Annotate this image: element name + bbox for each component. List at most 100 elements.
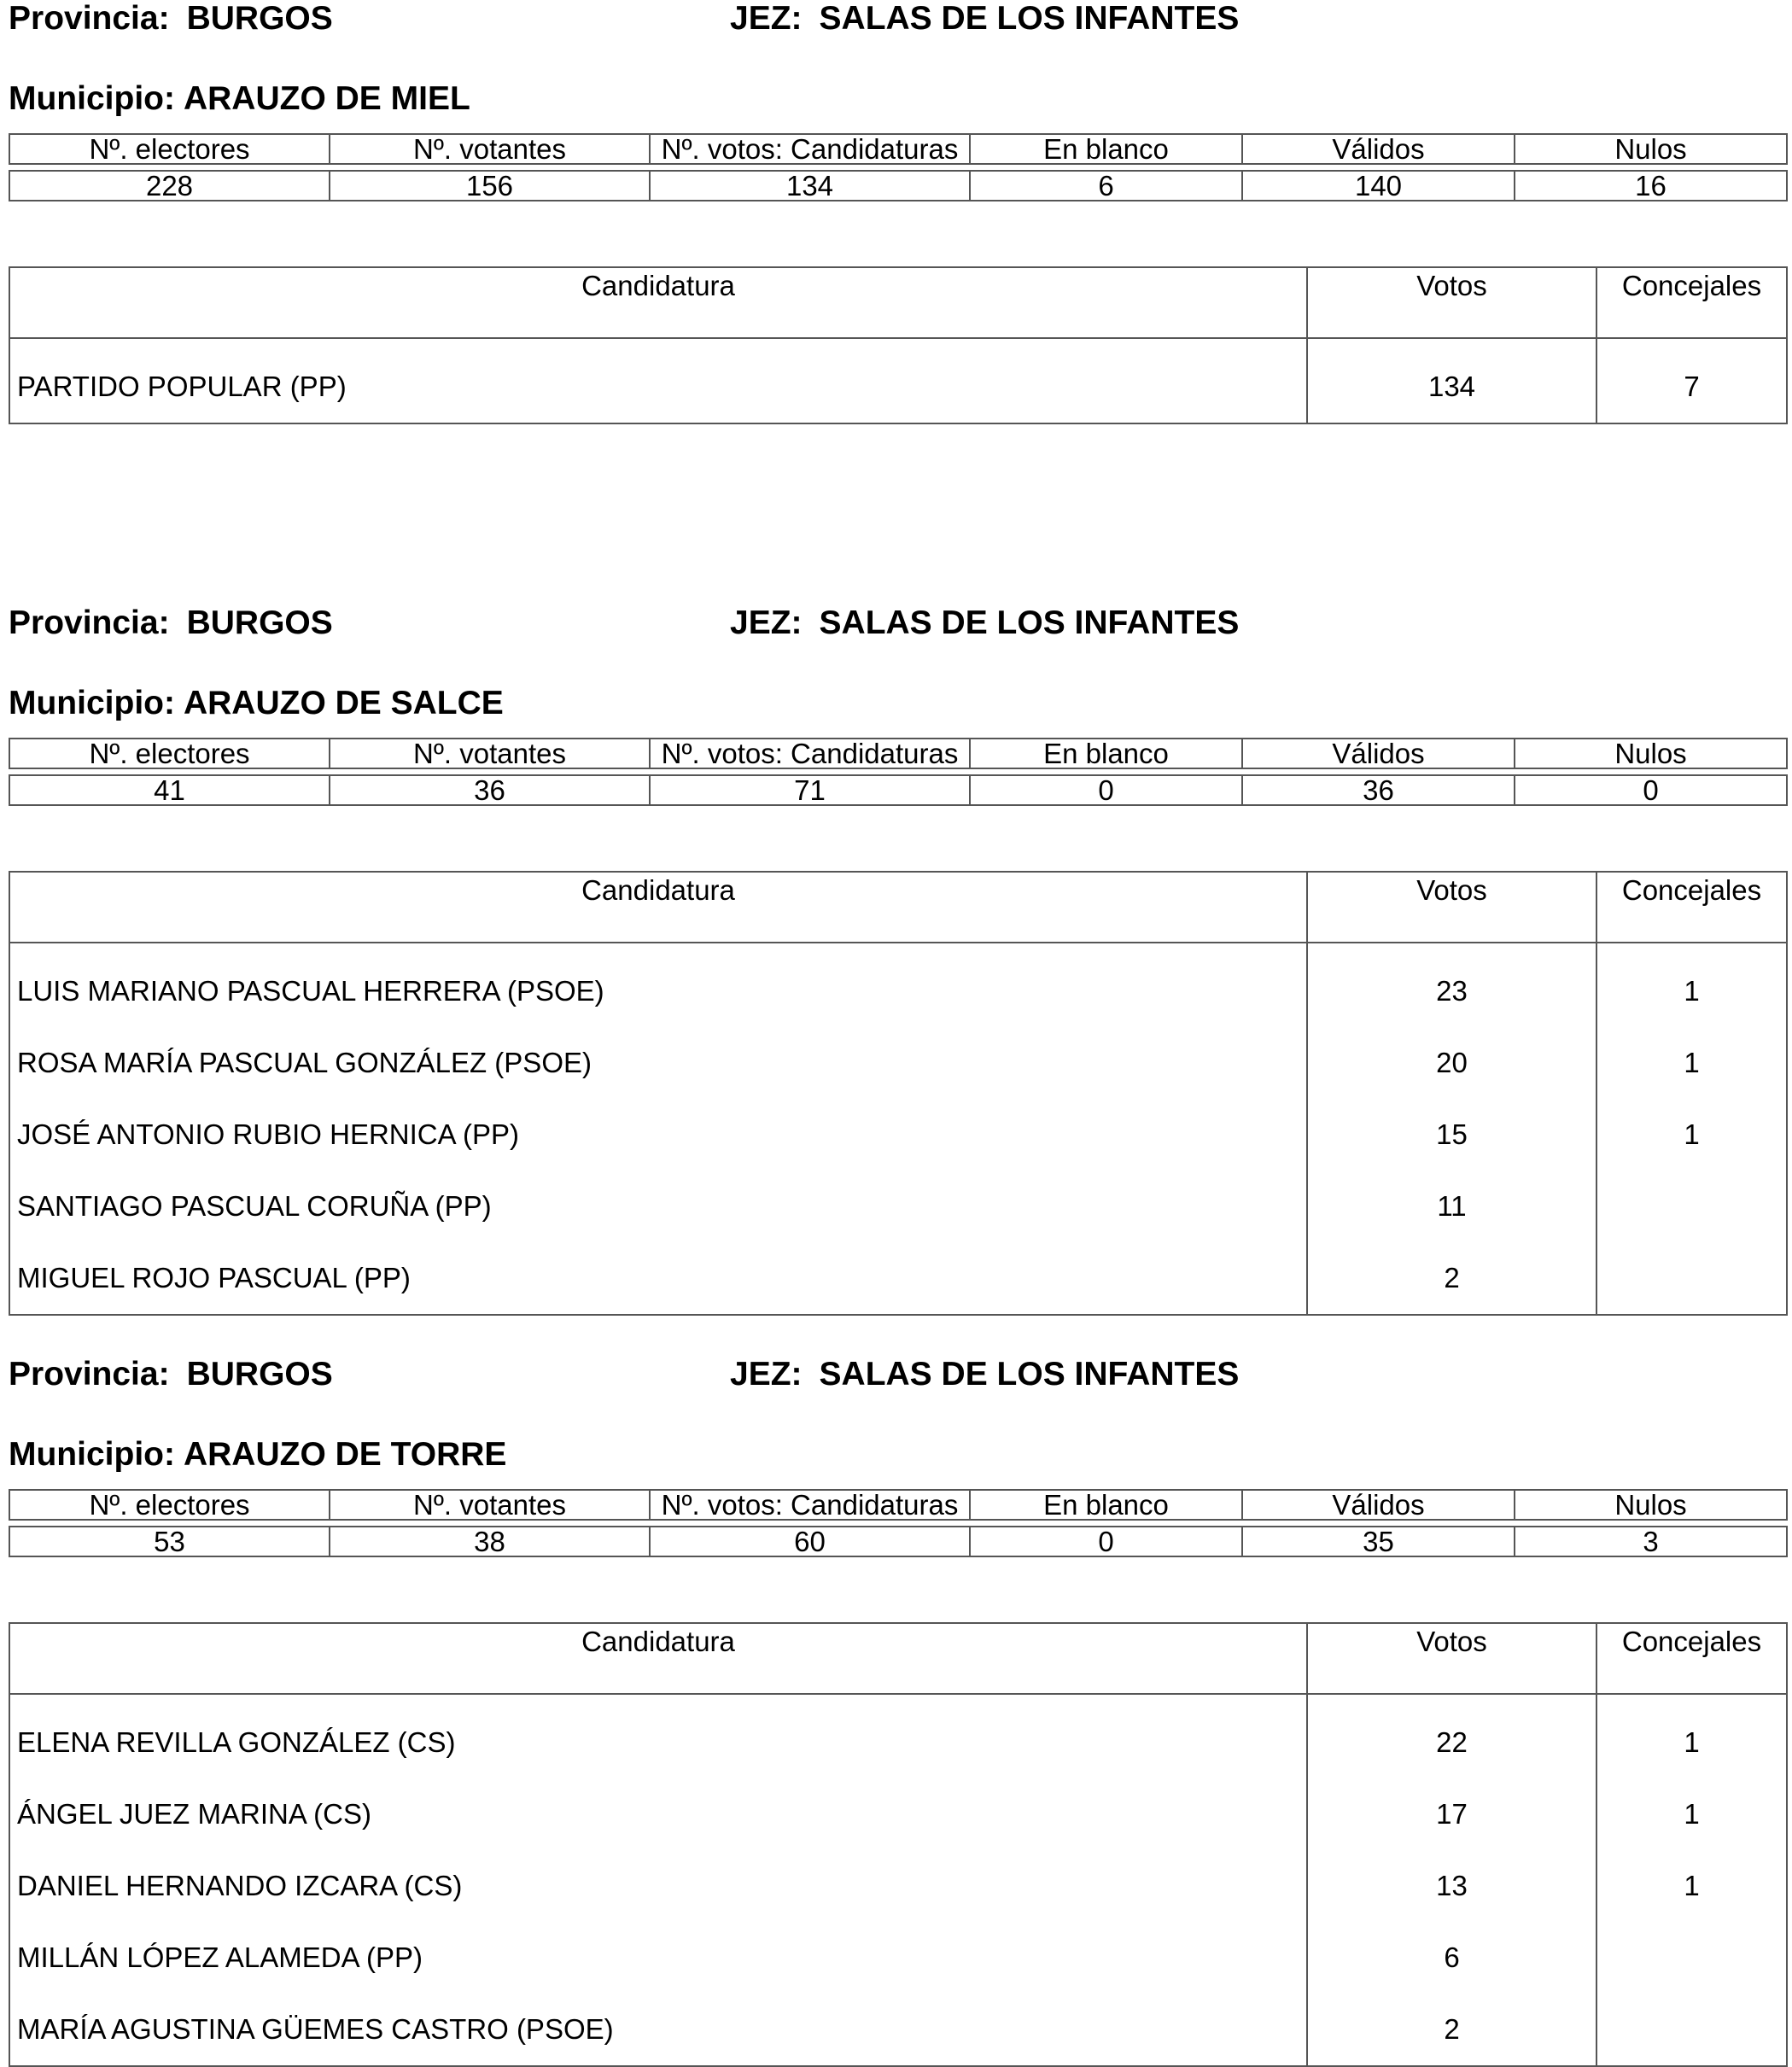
candidate-concejales: 1 [1596, 1027, 1788, 1099]
municipio-value: ARAUZO DE TORRE [183, 1436, 507, 1473]
jez-label: JEZ: [730, 0, 803, 37]
candidate-concejales [1596, 1922, 1788, 1994]
candidate-name: ÁNGEL JUEZ MARINA (CS) [9, 1778, 1308, 1850]
candidate-name: ROSA MARÍA PASCUAL GONZÁLEZ (PSOE) [9, 1027, 1308, 1099]
stats-value-cell: 156 [329, 170, 651, 201]
provincia-value: BURGOS [186, 0, 333, 37]
candidate-concejales: 1 [1596, 1694, 1788, 1778]
candidatura-header: Candidatura [9, 266, 1308, 339]
candidate-concejales: 1 [1596, 1850, 1788, 1922]
candidate-row: MILLÁN LÓPEZ ALAMEDA (PP) 6 [9, 1922, 1788, 1994]
stats-header-cell: Válidos [1241, 738, 1515, 769]
candidate-row: LUIS MARIANO PASCUAL HERRERA (PSOE) 23 1 [9, 943, 1788, 1027]
jez-value: SALAS DE LOS INFANTES [819, 1356, 1240, 1393]
candidatura-table: Candidatura Votos Concejales ELENA REVIL… [9, 1622, 1788, 2067]
candidatura-table: Candidatura Votos Concejales PARTIDO POP… [9, 266, 1788, 424]
municipio-label: Municipio: [9, 685, 175, 721]
candidate-name: PARTIDO POPULAR (PP) [9, 338, 1308, 424]
candidate-row: MIGUEL ROJO PASCUAL (PP) 2 [9, 1242, 1788, 1316]
stats-header-cell: Nº. electores [9, 133, 330, 165]
provincia-value: BURGOS [186, 1356, 333, 1393]
municipio-header: Municipio: ARAUZO DE SALCE [9, 685, 504, 722]
candidate-name: DANIEL HERNANDO IZCARA (CS) [9, 1850, 1308, 1922]
votos-header: Votos [1306, 871, 1597, 943]
stats-value-cell: 228 [9, 170, 330, 201]
candidatura-header-row: Candidatura Votos Concejales [9, 266, 1788, 339]
provincia-label: Provincia: [9, 1356, 170, 1393]
candidate-votos: 11 [1306, 1171, 1597, 1242]
stats-header-cell: En blanco [969, 133, 1243, 165]
concejales-header: Concejales [1596, 1622, 1788, 1695]
candidate-row: PARTIDO POPULAR (PP) 134 7 [9, 338, 1788, 424]
jez-value: SALAS DE LOS INFANTES [819, 0, 1240, 37]
candidate-votos: 20 [1306, 1027, 1597, 1099]
stats-header-cell: Nº. votantes [329, 133, 651, 165]
stats-header-cell: Nulos [1514, 133, 1788, 165]
stats-header-cell: En blanco [969, 738, 1243, 769]
stats-header-cell: En blanco [969, 1489, 1243, 1521]
stats-header-row: Nº. electores Nº. votantes Nº. votos: Ca… [9, 133, 1788, 165]
jez-header: JEZ: SALAS DE LOS INFANTES [730, 0, 1239, 38]
jez-label: JEZ: [730, 1356, 803, 1393]
stats-header-row: Nº. electores Nº. votantes Nº. votos: Ca… [9, 738, 1788, 769]
stats-header-cell: Nº. votos: Candidaturas [649, 1489, 971, 1521]
votos-header: Votos [1306, 1622, 1597, 1695]
candidate-votos: 13 [1306, 1850, 1597, 1922]
stats-header-cell: Nulos [1514, 1489, 1788, 1521]
candidatura-header: Candidatura [9, 871, 1308, 943]
municipio-header: Municipio: ARAUZO DE TORRE [9, 1436, 506, 1474]
stats-value-cell: 53 [9, 1526, 330, 1557]
stats-value-cell: 41 [9, 774, 330, 806]
candidate-row: ÁNGEL JUEZ MARINA (CS) 17 1 [9, 1778, 1788, 1850]
jez-header: JEZ: SALAS DE LOS INFANTES [730, 1356, 1239, 1393]
municipio-label: Municipio: [9, 80, 175, 117]
stats-header-cell: Nº. votos: Candidaturas [649, 738, 971, 769]
candidatura-table: Candidatura Votos Concejales LUIS MARIAN… [9, 871, 1788, 1316]
stats-value-cell: 0 [1514, 774, 1788, 806]
candidatura-header-row: Candidatura Votos Concejales [9, 871, 1788, 943]
concejales-header: Concejales [1596, 871, 1788, 943]
stats-value-cell: 36 [329, 774, 651, 806]
stats-value-cell: 0 [969, 774, 1243, 806]
jez-header: JEZ: SALAS DE LOS INFANTES [730, 604, 1239, 642]
candidate-name: JOSÉ ANTONIO RUBIO HERNICA (PP) [9, 1099, 1308, 1171]
stats-header-row: Nº. electores Nº. votantes Nº. votos: Ca… [9, 1489, 1788, 1521]
candidate-name: ELENA REVILLA GONZÁLEZ (CS) [9, 1694, 1308, 1778]
municipio-value: ARAUZO DE SALCE [183, 685, 504, 721]
stats-value-cell: 3 [1514, 1526, 1788, 1557]
stats-table: Nº. electores Nº. votantes Nº. votos: Ca… [9, 1489, 1788, 1557]
candidate-row: SANTIAGO PASCUAL CORUÑA (PP) 11 [9, 1171, 1788, 1242]
candidate-row: DANIEL HERNANDO IZCARA (CS) 13 1 [9, 1850, 1788, 1922]
candidatura-header: Candidatura [9, 1622, 1308, 1695]
municipio-value: ARAUZO DE MIEL [183, 80, 470, 117]
candidatura-header-row: Candidatura Votos Concejales [9, 1622, 1788, 1695]
stats-header-cell: Nº. votantes [329, 1489, 651, 1521]
stats-table: Nº. electores Nº. votantes Nº. votos: Ca… [9, 738, 1788, 806]
candidate-concejales: 1 [1596, 1099, 1788, 1171]
candidate-votos: 22 [1306, 1694, 1597, 1778]
stats-value-cell: 140 [1241, 170, 1515, 201]
stats-value-row: 228 156 134 6 140 16 [9, 170, 1788, 201]
jez-label: JEZ: [730, 604, 803, 641]
provincia-label: Provincia: [9, 604, 170, 641]
stats-value-cell: 0 [969, 1526, 1243, 1557]
stats-header-cell: Nulos [1514, 738, 1788, 769]
candidate-name: MARÍA AGUSTINA GÜEMES CASTRO (PSOE) [9, 1994, 1308, 2067]
candidate-votos: 15 [1306, 1099, 1597, 1171]
stats-value-cell: 38 [329, 1526, 651, 1557]
stats-value-cell: 60 [649, 1526, 971, 1557]
stats-header-cell: Nº. electores [9, 738, 330, 769]
stats-header-cell: Nº. votantes [329, 738, 651, 769]
votos-header: Votos [1306, 266, 1597, 339]
stats-header-cell: Válidos [1241, 133, 1515, 165]
stats-value-cell: 134 [649, 170, 971, 201]
stats-header-cell: Nº. votos: Candidaturas [649, 133, 971, 165]
candidate-name: SANTIAGO PASCUAL CORUÑA (PP) [9, 1171, 1308, 1242]
stats-value-cell: 71 [649, 774, 971, 806]
stats-header-cell: Nº. electores [9, 1489, 330, 1521]
candidate-row: MARÍA AGUSTINA GÜEMES CASTRO (PSOE) 2 [9, 1994, 1788, 2067]
candidate-row: JOSÉ ANTONIO RUBIO HERNICA (PP) 15 1 [9, 1099, 1788, 1171]
provincia-header: Provincia: BURGOS [9, 1356, 333, 1393]
municipio-label: Municipio: [9, 1436, 175, 1473]
candidate-votos: 17 [1306, 1778, 1597, 1850]
